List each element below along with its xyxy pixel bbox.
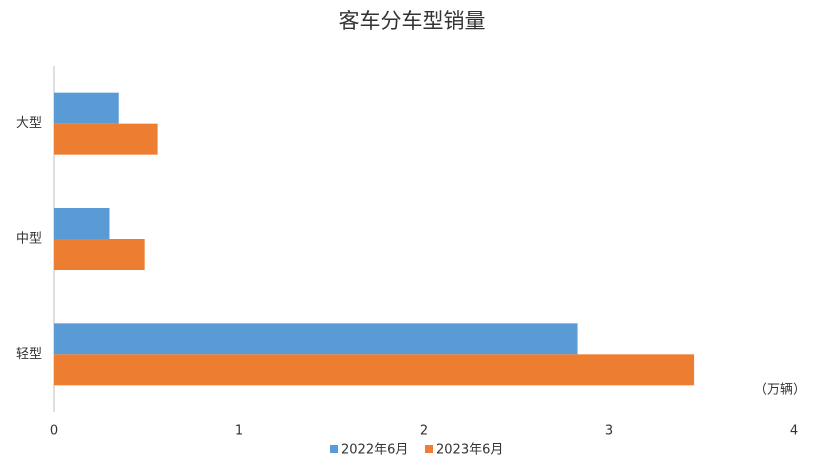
unit-annotation: （万辆） (754, 383, 806, 398)
x-tick-label: 0 (50, 424, 58, 439)
y-tick-label: 轻型 (16, 347, 42, 362)
bar (54, 323, 578, 355)
legend-label: 2023年6月 (436, 443, 503, 458)
x-tick-label: 3 (605, 424, 613, 439)
y-tick-label: 中型 (16, 232, 42, 247)
bar (54, 123, 158, 155)
x-tick-label: 1 (235, 424, 243, 439)
bar (54, 92, 119, 124)
x-tick-label: 4 (790, 424, 798, 439)
x-tick-label: 2 (420, 424, 428, 439)
legend-label: 2022年6月 (341, 443, 408, 458)
legend-swatch (425, 445, 433, 453)
y-tick-label: 大型 (16, 116, 42, 131)
chart-title: 客车分车型销量 (339, 9, 486, 33)
bar (54, 239, 145, 270)
legend-swatch (330, 445, 338, 453)
bar (54, 354, 695, 386)
bar (54, 208, 110, 239)
